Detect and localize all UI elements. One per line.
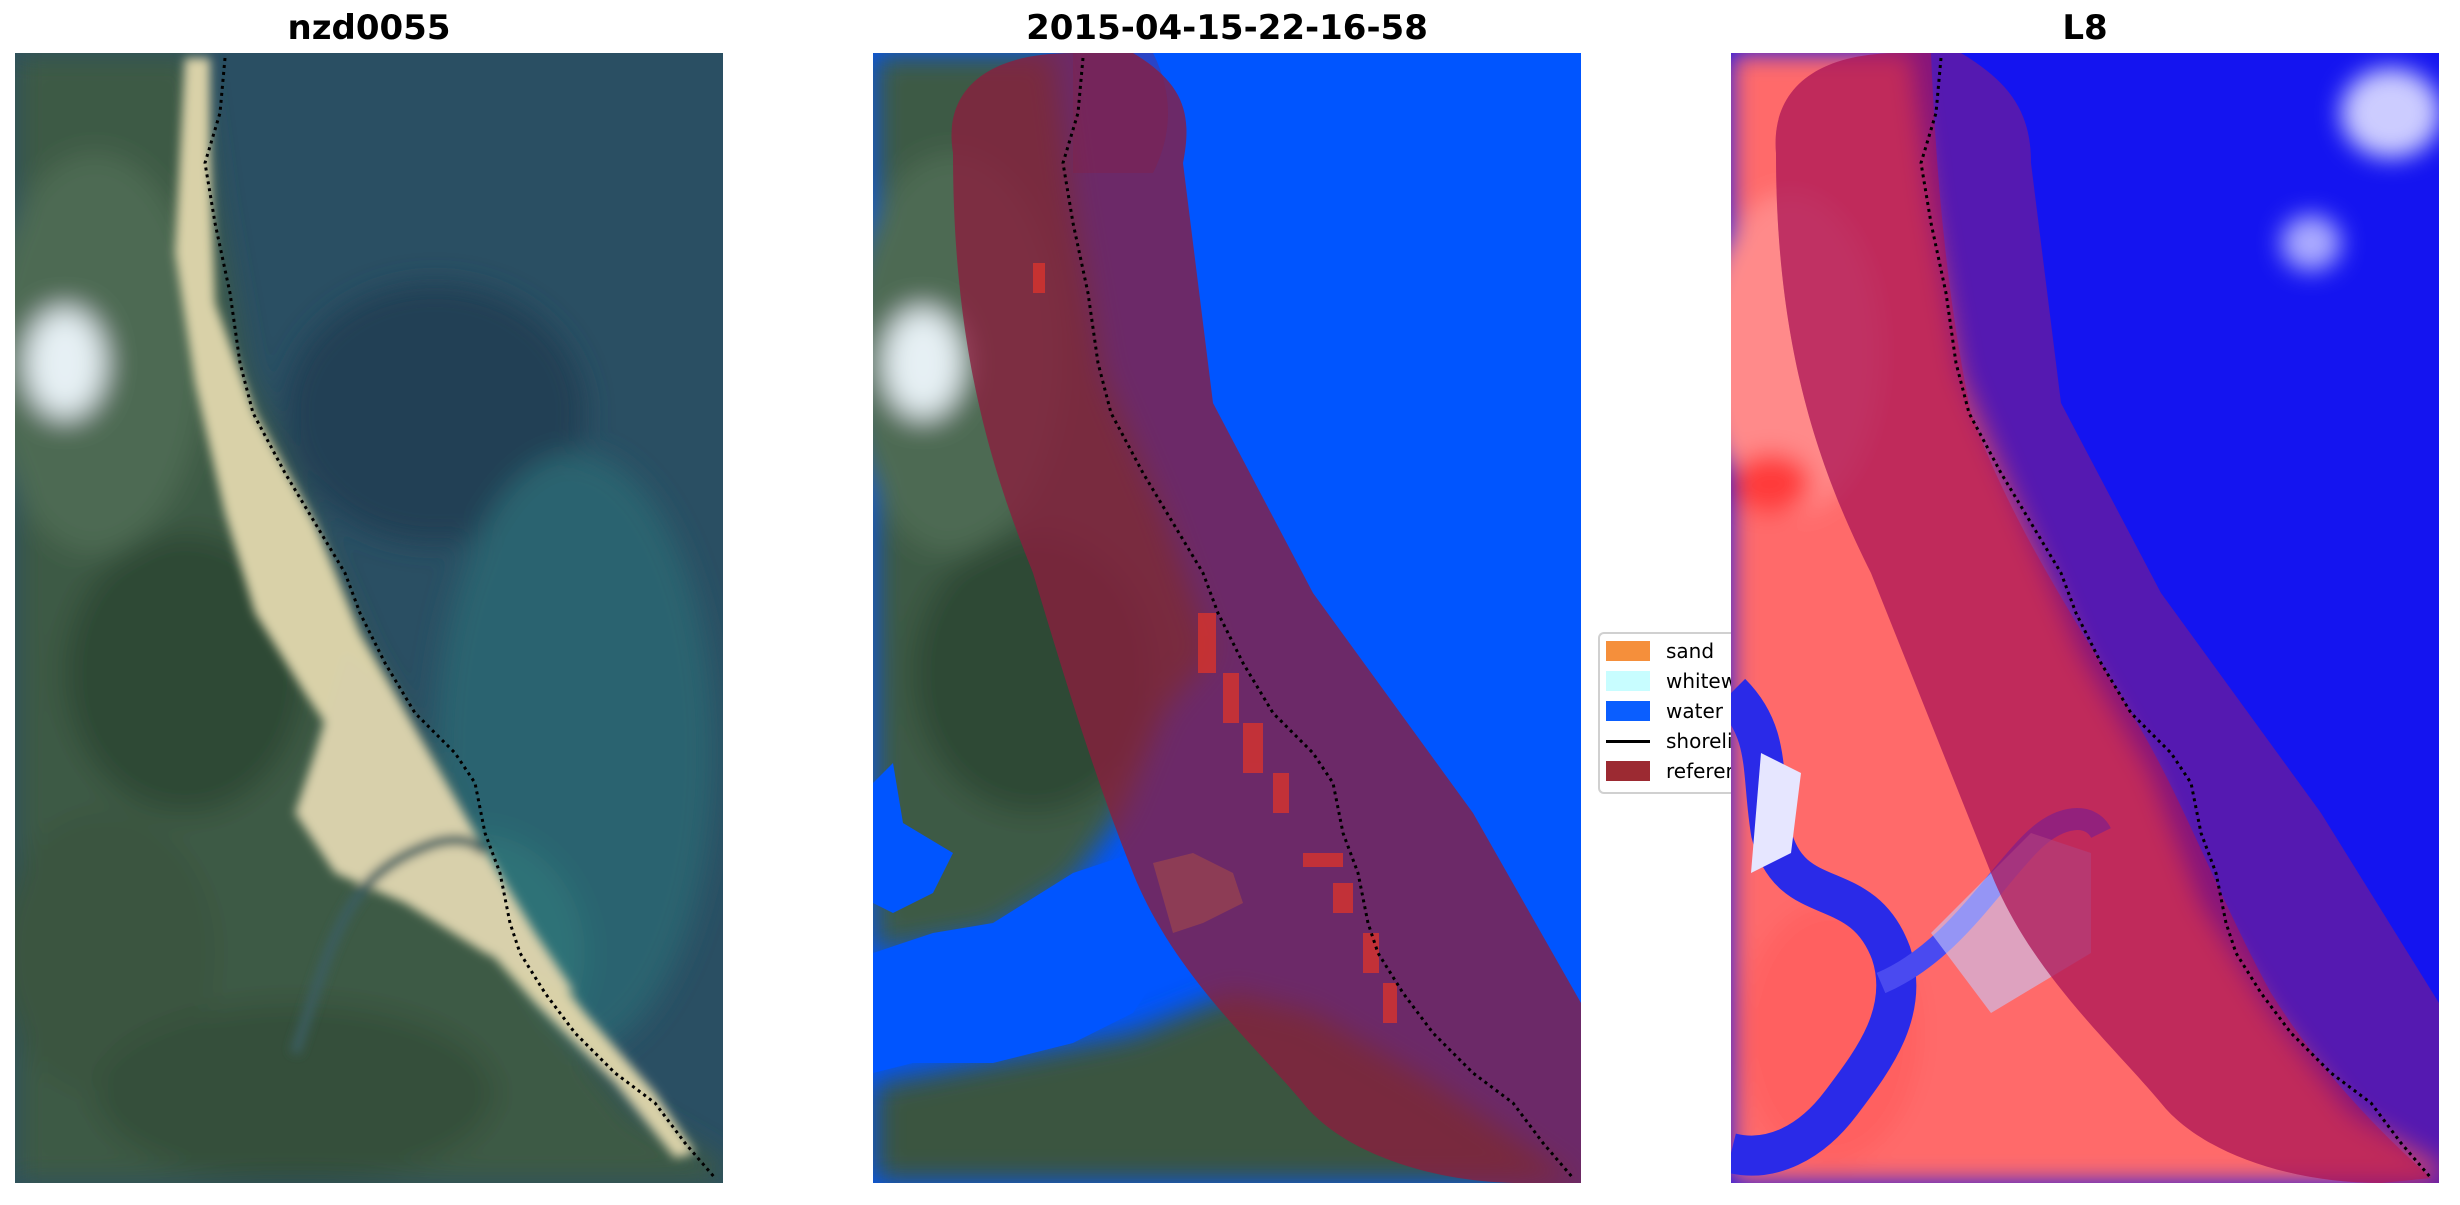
legend-swatch-whitewater [1606, 671, 1650, 691]
shoreline-line [1061, 57, 1575, 1179]
legend-item-shoreline: shoreline [1606, 726, 1734, 756]
legend-label-shoreline: shoreline [1666, 729, 1734, 753]
shoreline-line [203, 57, 717, 1179]
panel-title-site: nzd0055 [287, 8, 451, 48]
legend-label-sand: sand [1666, 639, 1715, 663]
rgb-image-panel [15, 53, 723, 1183]
legend-swatch-sand [1606, 641, 1650, 661]
legend-item-sand: sand [1606, 636, 1714, 666]
index-image-panel [1731, 53, 2439, 1183]
legend-item-reference: reference [1606, 756, 1734, 786]
legend-swatch-water [1606, 701, 1650, 721]
shoreline-line [1919, 57, 2433, 1179]
rgb-image [15, 53, 723, 1183]
index-image [1731, 53, 2439, 1183]
classification-image [873, 53, 1581, 1183]
classification-panel [873, 53, 1581, 1183]
legend-line-shoreline [1606, 739, 1650, 743]
legend-label-reference: reference [1666, 759, 1734, 783]
panel-title-satellite: L8 [2062, 8, 2108, 48]
legend-item-water: water [1606, 696, 1723, 726]
legend-swatch-reference [1606, 761, 1650, 781]
panel-title-date: 2015-04-15-22-16-58 [1026, 8, 1428, 48]
legend-label-water: water [1666, 699, 1723, 723]
